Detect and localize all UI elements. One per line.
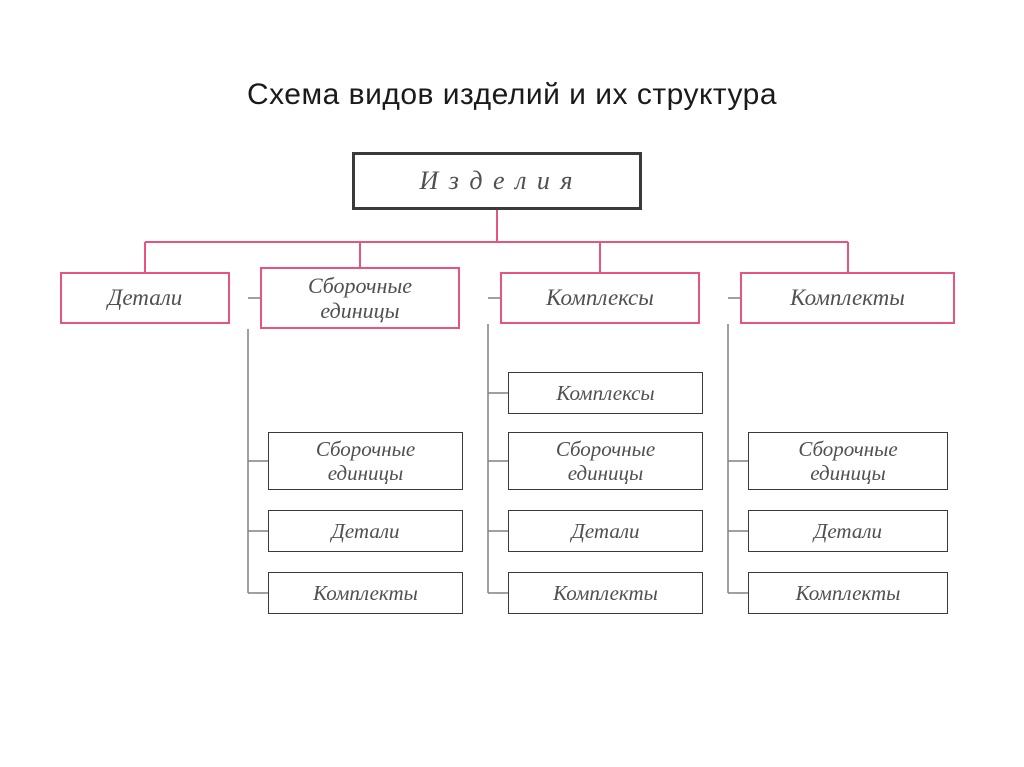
node-label-n4b: Сборочные единицы: [794, 437, 901, 485]
node-n3b: Сборочные единицы: [508, 432, 703, 490]
node-n4b: Сборочные единицы: [748, 432, 948, 490]
node-n4d: Комплекты: [748, 572, 948, 614]
node-n4c: Детали: [748, 510, 948, 552]
node-label-n3b: Сборочные единицы: [552, 437, 659, 485]
page-title: Схема видов изделий и их структура: [0, 0, 1024, 112]
node-n3c: Детали: [508, 510, 703, 552]
node-label-cat3: Комплексы: [542, 285, 658, 311]
node-label-n2d: Комплекты: [309, 581, 422, 605]
node-label-n4c: Детали: [810, 519, 886, 543]
gray-lines-edge-0: [248, 329, 268, 593]
node-label-cat4: Комплекты: [786, 285, 909, 311]
node-root: И з д е л и я: [352, 152, 642, 210]
node-cat2: Сборочные единицы: [260, 267, 460, 329]
node-label-n3c: Детали: [568, 519, 644, 543]
node-n2c: Детали: [268, 510, 463, 552]
node-cat3: Комплексы: [500, 272, 700, 324]
node-n3a: Комплексы: [508, 372, 703, 414]
node-cat1: Детали: [60, 272, 230, 324]
node-label-n3a: Комплексы: [552, 381, 658, 405]
node-label-n4d: Комплекты: [792, 581, 905, 605]
node-label-root: И з д е л и я: [415, 166, 578, 196]
node-n2d: Комплекты: [268, 572, 463, 614]
diagram-canvas: И з д е л и я Детали Сборочные единицы Комп…: [0, 112, 1024, 712]
node-n3d: Комплекты: [508, 572, 703, 614]
node-label-n2c: Детали: [328, 519, 404, 543]
title-text: Схема видов изделий и их структура: [247, 78, 777, 111]
node-cat4: Комплекты: [740, 272, 955, 324]
node-n2b: Сборочные единицы: [268, 432, 463, 490]
node-label-cat1: Детали: [104, 285, 186, 311]
node-label-n2b: Сборочные единицы: [312, 437, 419, 485]
gray-lines-edge-2: [728, 324, 748, 593]
gray-lines-edge-1: [488, 324, 508, 593]
node-label-cat2: Сборочные единицы: [304, 273, 416, 324]
node-label-n3d: Комплекты: [549, 581, 662, 605]
